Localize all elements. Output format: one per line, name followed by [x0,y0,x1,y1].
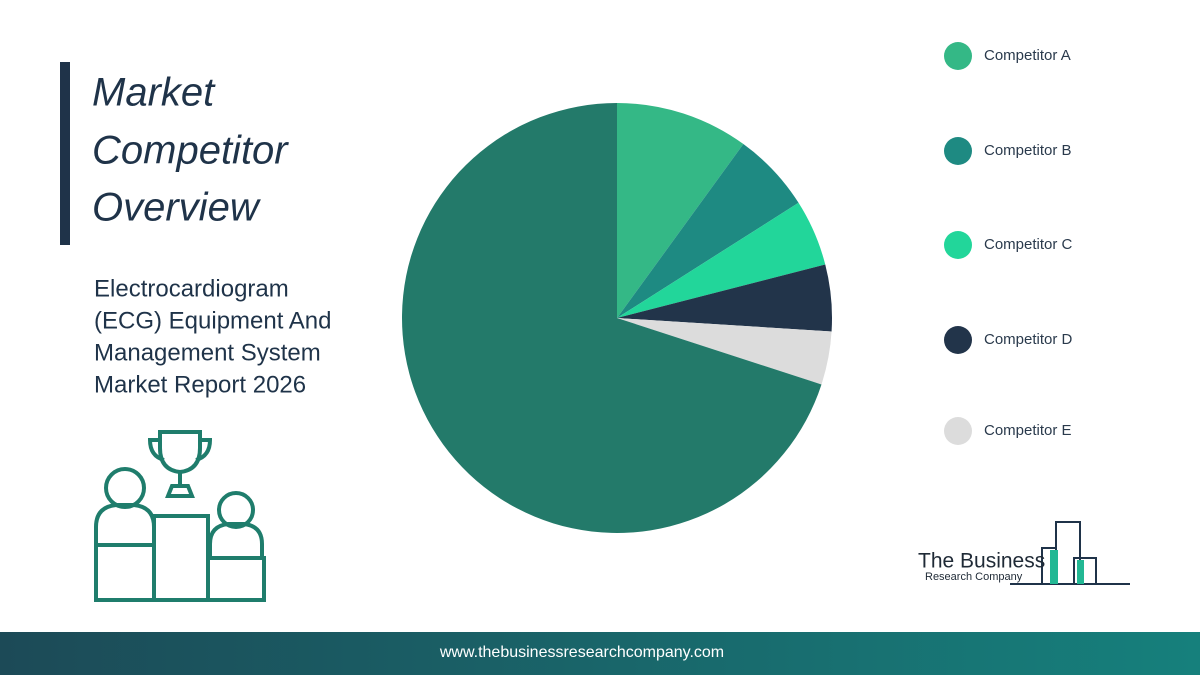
title-line: Competitor [92,129,289,173]
title-line: Overview [92,186,262,230]
footer-bar [0,632,1200,675]
legend-swatch [944,417,972,445]
legend-label: Competitor A [984,47,1071,64]
legend-label: Competitor B [984,142,1072,159]
logo-tagline: Research Company [925,571,1023,583]
subtitle-line: Electrocardiogram [94,275,289,302]
legend-label: Competitor D [984,331,1073,348]
footer-url[interactable]: www.thebusinessresearchcompany.com [439,644,724,661]
logo: The Business Research Company [918,521,1130,585]
pie-slice [617,202,826,318]
logo-name: The Business [918,550,1045,573]
legend-swatch [944,326,972,354]
subtitle-line: Management System [94,339,321,366]
pie-slice [617,144,799,318]
legend-label: Competitor C [984,236,1073,253]
pie [402,103,832,533]
legend-swatch [944,137,972,165]
subtitle-line: (ECG) Equipment And [94,307,331,334]
title-line: Market [92,71,216,115]
logo-icon [1050,550,1058,584]
legend-swatch [944,231,972,259]
pie-slice [617,264,832,332]
logo-icon [1077,560,1084,584]
podium-icon [94,430,266,602]
legend-swatch [944,42,972,70]
pie-slice [617,318,832,385]
pie-slice [617,103,744,318]
title-bar [60,62,70,245]
pie-slice [402,103,822,533]
subtitle-line: Market Report 2026 [94,371,306,398]
legend: Competitor A Competitor B Competitor C Comp… [944,42,1073,445]
logo-icon [1010,521,1130,585]
legend-label: Competitor E [984,422,1072,439]
